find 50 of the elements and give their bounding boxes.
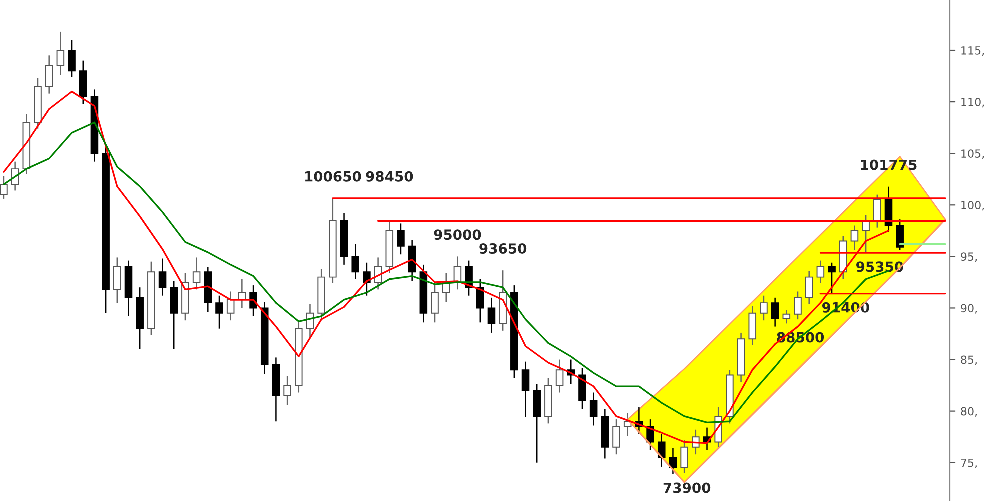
candlestick [56, 31, 65, 76]
y-tick-label: 115, [962, 46, 984, 56]
candlestick [850, 225, 859, 252]
candlestick [556, 359, 564, 394]
candlestick [590, 392, 598, 426]
candlestick [431, 282, 439, 324]
candlestick [226, 291, 235, 322]
candlestick [352, 244, 360, 280]
annotation: 100650 [306, 171, 362, 182]
candlestick [363, 262, 371, 296]
candlestick [669, 448, 678, 475]
candlestick [68, 40, 76, 78]
candlestick [794, 291, 802, 320]
candlestick [158, 258, 167, 296]
y-tick-label: 110, [962, 98, 984, 108]
candlestick [192, 257, 201, 290]
annotation: 98450 [366, 171, 414, 182]
candlestick [828, 262, 836, 294]
candlestick [760, 295, 768, 322]
y-tick-label: 75, [961, 458, 977, 468]
candlestick [45, 55, 54, 94]
y-tick-label: 85, [961, 356, 977, 366]
candlestick [476, 278, 484, 324]
y-tick-label: 90, [961, 304, 977, 314]
candlestick [397, 223, 405, 256]
y-tick-label: 105, [962, 150, 984, 160]
candlestick [488, 297, 496, 334]
candlestick [816, 260, 825, 284]
candlestick [612, 418, 620, 456]
candlestick [862, 214, 870, 254]
candlestick [658, 433, 666, 468]
candlestick [0, 176, 8, 200]
candlestick [284, 376, 292, 406]
y-tick-label: 100, [962, 201, 984, 211]
candlestick [114, 257, 122, 304]
y-tick-label: 95, [961, 252, 977, 262]
annotation: 95350 [856, 262, 904, 272]
candlestick [782, 310, 791, 324]
annotation: 73900 [664, 482, 711, 494]
candlestick [216, 295, 224, 330]
candlestick [874, 194, 882, 228]
candlestick [805, 270, 814, 305]
y-tick-label: 80, [961, 407, 977, 417]
annotation: 95000 [434, 230, 482, 240]
candlestick [692, 429, 700, 456]
candlestick [896, 218, 904, 252]
candlestick [522, 361, 530, 418]
candlestick [771, 297, 780, 328]
candlestick [680, 440, 688, 474]
annotation: 93650 [480, 244, 527, 254]
